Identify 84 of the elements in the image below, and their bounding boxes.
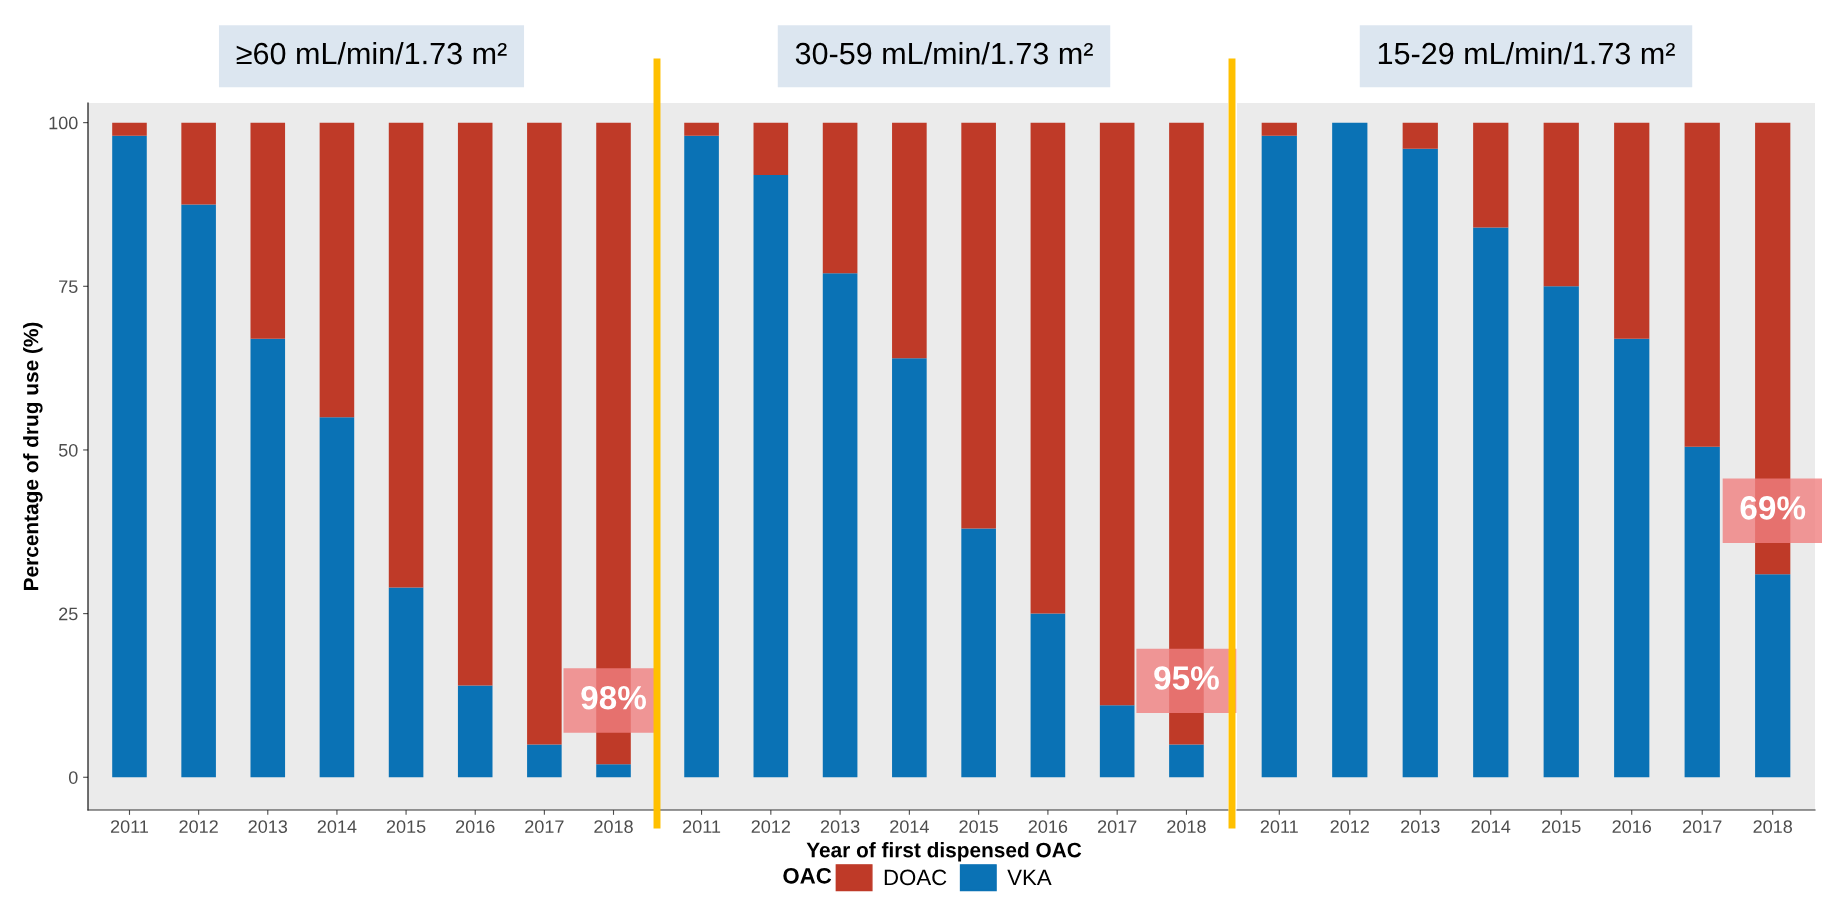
x-tick-label: 2015 [1542, 820, 1581, 833]
annotation: 95% [1154, 666, 1219, 690]
chart-title: 15-29 mL/min/1.73 m² [1378, 41, 1675, 65]
bar [1614, 122, 1650, 339]
bar [181, 122, 216, 205]
bar [961, 122, 996, 529]
bar [1099, 122, 1135, 706]
bar [527, 122, 562, 745]
bar [1099, 705, 1135, 778]
bar [388, 587, 424, 778]
x-tick-label: 2018 [1167, 820, 1206, 833]
bar [1684, 122, 1720, 447]
bar [1684, 446, 1720, 778]
bar [319, 122, 355, 418]
x-tick-label: 2014 [317, 820, 357, 833]
x-tick-label: 2011 [110, 820, 149, 833]
x-tick-label: 2016 [1028, 820, 1068, 833]
bar [684, 135, 719, 778]
x-tick-label: 2016 [456, 820, 495, 833]
bar [1261, 122, 1297, 136]
bar [250, 338, 286, 778]
bar [1473, 227, 1509, 778]
bar [388, 122, 424, 588]
annotation: 98% [581, 685, 646, 710]
x-tick-label: 2012 [179, 820, 218, 833]
bar [1755, 574, 1791, 778]
bar [1543, 122, 1579, 287]
bar [596, 764, 631, 778]
annotation: 69% [1740, 496, 1806, 520]
x-tick-label: 2017 [1683, 820, 1722, 833]
y-tick-label: 75 [59, 280, 78, 294]
legend-title: OAC [783, 867, 832, 884]
bar [1169, 744, 1204, 778]
bar [1332, 122, 1368, 778]
bar [892, 358, 927, 778]
chart-title: ≥60 mL/min/1.73 m² [236, 41, 507, 65]
x-tick-label: 2011 [683, 820, 721, 833]
x-tick-label: 2012 [751, 820, 791, 833]
bar [1261, 135, 1297, 778]
bar [822, 273, 858, 778]
y-axis-title: Percentage of drug use (%) [23, 322, 43, 590]
x-tick-label: 2014 [890, 820, 929, 833]
bar [1543, 286, 1579, 778]
bar [250, 122, 286, 339]
bar [457, 122, 493, 686]
y-tick-label: 50 [58, 443, 78, 457]
x-axis-title: Year of first dispensed OAC [806, 842, 1082, 862]
x-tick-label: 2012 [1330, 820, 1369, 833]
bar [961, 528, 996, 778]
bar [181, 204, 216, 778]
bar [822, 122, 858, 274]
x-tick-label: 2013 [1401, 820, 1440, 833]
bar [112, 122, 147, 136]
x-tick-label: 2015 [386, 820, 426, 833]
y-tick-label: 25 [59, 607, 78, 621]
bar [1402, 148, 1438, 778]
bar [1473, 122, 1509, 228]
x-tick-label: 2017 [1098, 820, 1137, 833]
x-tick-label: 2014 [1471, 820, 1511, 833]
bar [684, 122, 719, 136]
bar [1030, 122, 1066, 614]
bar [457, 685, 493, 778]
x-tick-label: 2016 [1612, 820, 1652, 833]
bar [753, 122, 789, 176]
x-tick-label: 2013 [248, 820, 288, 833]
legend-label: VKA [1007, 869, 1052, 886]
bar [319, 417, 355, 778]
chart-title: 30-59 mL/min/1.73 m² [795, 41, 1093, 65]
bar [1402, 122, 1438, 149]
x-tick-label: 2017 [525, 820, 564, 833]
bar [892, 122, 927, 359]
bar [527, 744, 562, 778]
bar [112, 135, 147, 778]
bar [1030, 613, 1066, 778]
x-tick-label: 2013 [820, 820, 860, 833]
bar [1614, 338, 1650, 778]
x-tick-label: 2018 [1753, 820, 1793, 833]
legend-label: DOAC [884, 869, 947, 886]
y-tick-label: 0 [68, 771, 78, 784]
x-tick-label: 2015 [959, 820, 998, 833]
bar [753, 175, 789, 778]
x-tick-label: 2018 [594, 820, 633, 833]
y-tick-label: 100 [49, 116, 78, 130]
x-tick-label: 2011 [1260, 820, 1298, 833]
